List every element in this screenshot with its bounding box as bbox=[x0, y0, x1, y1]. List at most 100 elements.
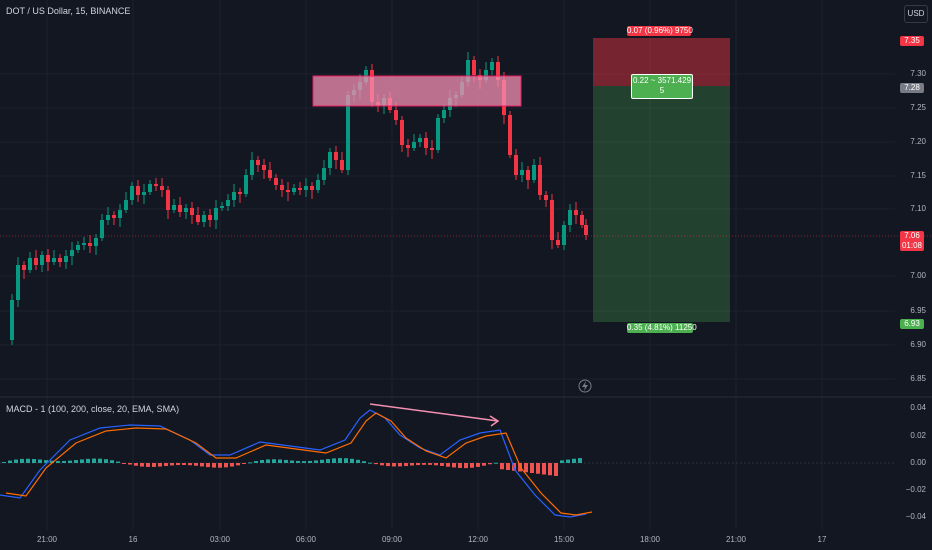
last-price-value: 7.06 bbox=[904, 231, 920, 240]
candle-body bbox=[466, 60, 470, 82]
candle-body bbox=[34, 258, 38, 265]
candle-body bbox=[580, 215, 584, 225]
macd-axis-label: 0.00 bbox=[910, 458, 926, 467]
position-qty: 0.22 ~ 3571.429 bbox=[632, 76, 692, 85]
macd-bar bbox=[110, 460, 114, 463]
macd-bar bbox=[230, 463, 234, 467]
macd-bar bbox=[260, 460, 264, 463]
risk-label[interactable]: 0.07 (0.96%) 9750 bbox=[627, 26, 693, 36]
candle-body bbox=[346, 95, 350, 170]
macd-bar bbox=[80, 459, 84, 463]
macd-bar bbox=[554, 463, 558, 476]
macd-bar bbox=[176, 463, 180, 466]
candle-body bbox=[514, 155, 518, 175]
candle-body bbox=[550, 200, 554, 240]
candle-body bbox=[298, 188, 302, 190]
macd-bar bbox=[218, 463, 222, 468]
macd-bar bbox=[374, 463, 378, 465]
macd-bar bbox=[290, 460, 294, 463]
macd-bar bbox=[548, 463, 552, 476]
position-ratio: 5 bbox=[659, 86, 665, 95]
candle-body bbox=[106, 215, 110, 220]
macd-axis-label: 0.04 bbox=[910, 403, 926, 412]
resistance-zone[interactable] bbox=[312, 75, 522, 107]
macd-bar bbox=[140, 463, 144, 467]
macd-bar bbox=[392, 463, 396, 467]
macd-bar bbox=[494, 462, 498, 464]
macd-bar bbox=[248, 462, 252, 464]
candle-body bbox=[268, 170, 272, 178]
candle-body bbox=[52, 258, 56, 262]
macd-bar bbox=[542, 463, 546, 475]
candle-body bbox=[178, 205, 182, 212]
candle-body bbox=[244, 175, 248, 194]
symbol-title[interactable]: DOT / US Dollar, 15, BINANCE bbox=[6, 6, 131, 16]
lightning-icon[interactable] bbox=[578, 379, 592, 393]
candle-body bbox=[280, 185, 284, 190]
macd-bar bbox=[338, 458, 342, 463]
candle-body bbox=[148, 184, 152, 192]
reward-label[interactable]: 0.35 (4.81%) 11250 bbox=[627, 323, 697, 333]
macd-bar bbox=[206, 463, 210, 468]
macd-bar bbox=[458, 463, 462, 468]
macd-bar bbox=[314, 460, 318, 463]
candle-body bbox=[508, 115, 512, 155]
macd-bar bbox=[122, 463, 126, 464]
time-label: 03:00 bbox=[209, 535, 231, 544]
candle-body bbox=[184, 208, 188, 212]
price-label: 7.20 bbox=[910, 137, 926, 146]
macd-bar bbox=[182, 463, 186, 465]
macd-bar bbox=[380, 463, 384, 466]
candle-body bbox=[584, 225, 588, 235]
macd-bar bbox=[404, 463, 408, 467]
candle-body bbox=[46, 255, 50, 262]
macd-line bbox=[0, 409, 587, 518]
macd-bar bbox=[500, 463, 504, 470]
macd-title[interactable]: MACD - 1 (100, 200, close, 20, EMA, SMA) bbox=[6, 404, 180, 414]
candle-body bbox=[556, 240, 560, 245]
macd-bar bbox=[326, 459, 330, 463]
stop-price-tag: 7.35 bbox=[900, 36, 924, 46]
macd-bar bbox=[68, 460, 72, 463]
macd-bar bbox=[296, 460, 300, 463]
candle-body bbox=[232, 192, 236, 200]
macd-bar bbox=[74, 460, 78, 463]
candle-body bbox=[112, 215, 116, 218]
price-label: 6.85 bbox=[910, 374, 926, 383]
candle-body bbox=[190, 208, 194, 215]
candle-body bbox=[100, 220, 104, 238]
macd-bar bbox=[188, 463, 192, 466]
time-label: 06:00 bbox=[295, 535, 317, 544]
candle-body bbox=[310, 186, 314, 190]
candle-body bbox=[238, 192, 242, 194]
macd-bar bbox=[62, 460, 66, 463]
candle-body bbox=[412, 142, 416, 148]
position-center-label[interactable]: 0.22 ~ 3571.429 5 bbox=[631, 74, 693, 99]
macd-bar bbox=[446, 463, 450, 467]
macd-bar bbox=[350, 458, 354, 463]
macd-axis-label: 0.02 bbox=[910, 431, 926, 440]
macd-bar bbox=[362, 461, 366, 463]
macd-bar bbox=[464, 463, 468, 469]
macd-bar bbox=[278, 459, 282, 463]
macd-bar bbox=[470, 463, 474, 468]
candle-body bbox=[64, 256, 68, 262]
candle-body bbox=[292, 188, 296, 192]
macd-bar bbox=[416, 463, 420, 466]
time-label: 12:00 bbox=[467, 535, 489, 544]
divergence-trendline[interactable] bbox=[369, 403, 499, 422]
time-label: 21:00 bbox=[36, 535, 58, 544]
macd-bar bbox=[560, 460, 564, 463]
candle-body bbox=[544, 195, 548, 200]
macd-bar bbox=[164, 463, 168, 466]
reward-zone[interactable] bbox=[593, 86, 730, 322]
currency-button[interactable]: USD bbox=[904, 5, 928, 23]
candle-body bbox=[436, 118, 440, 150]
candle-body bbox=[430, 148, 434, 150]
candle-body bbox=[220, 206, 224, 208]
macd-axis-label: −0.02 bbox=[905, 485, 926, 494]
macd-bar bbox=[98, 458, 102, 463]
macd-bar bbox=[536, 463, 540, 474]
candle-body bbox=[142, 192, 146, 195]
